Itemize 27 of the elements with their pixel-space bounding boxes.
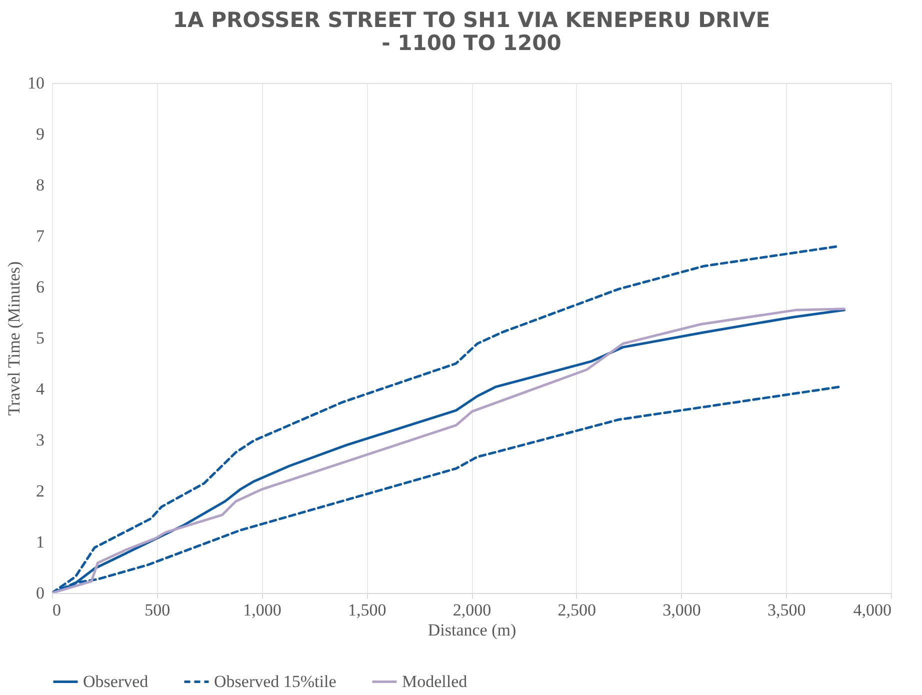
x-tick-label: 0	[52, 600, 61, 620]
y-tick-label: 1	[36, 532, 44, 552]
x-tick-label: 1,000	[243, 600, 282, 620]
y-tick-label: 6	[36, 278, 44, 296]
x-tick-label: 2,500	[558, 600, 596, 620]
text: 1A PROSSER STREET TO SH1 VIA KENEPERU DRIVE	[172, 8, 770, 32]
y-tick-label: 2	[36, 482, 44, 500]
x-tick-label: 2,000	[452, 600, 492, 620]
x-tick-label: 500	[144, 600, 170, 620]
legend-label: Modelled	[402, 672, 468, 691]
y-tick-label: 4	[36, 380, 45, 398]
y-axis-title: Travel Time (Minutes)	[4, 261, 24, 416]
y-tick-label: 8	[36, 176, 44, 194]
y-tick-label: 5	[36, 328, 44, 348]
x-axis-title: Distance (m)	[428, 620, 516, 640]
y-tick-label: 7	[36, 226, 45, 246]
x-tick-label: 3,500	[768, 600, 806, 620]
x-tick-label: 4,000	[853, 600, 892, 620]
x-tick-label: 1,500	[348, 600, 386, 620]
legend-label: Observed	[83, 672, 149, 691]
y-tick-label: 3	[36, 430, 44, 450]
y-tick-label: 9	[36, 124, 44, 144]
x-tick-label: 3,000	[662, 600, 701, 620]
legend-label: Observed 15%tile	[214, 672, 336, 691]
y-tick-label: 10	[28, 74, 44, 92]
text: - 1100 TO 1200	[382, 31, 562, 55]
y-tick-label: 0	[36, 584, 44, 602]
